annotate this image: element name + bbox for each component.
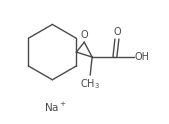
Text: OH: OH [135,52,150,62]
Text: Na$^+$: Na$^+$ [44,101,67,114]
Text: O: O [80,30,88,40]
Text: O: O [113,27,121,37]
Text: CH$_3$: CH$_3$ [80,77,100,91]
